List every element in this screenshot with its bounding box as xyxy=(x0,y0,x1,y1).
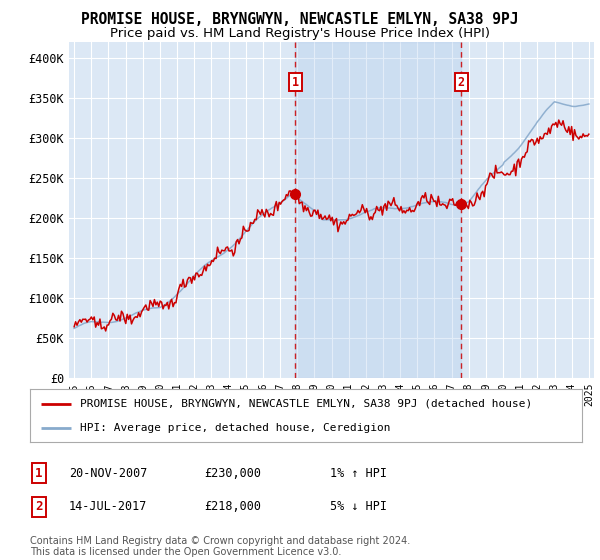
Text: 5% ↓ HPI: 5% ↓ HPI xyxy=(330,500,387,514)
Text: 2: 2 xyxy=(457,76,464,88)
Text: £230,000: £230,000 xyxy=(204,466,261,480)
Text: 20-NOV-2007: 20-NOV-2007 xyxy=(69,466,148,480)
Text: PROMISE HOUSE, BRYNGWYN, NEWCASTLE EMLYN, SA38 9PJ: PROMISE HOUSE, BRYNGWYN, NEWCASTLE EMLYN… xyxy=(81,12,519,27)
Text: 1% ↑ HPI: 1% ↑ HPI xyxy=(330,466,387,480)
Text: 1: 1 xyxy=(35,466,43,480)
Text: Contains HM Land Registry data © Crown copyright and database right 2024.
This d: Contains HM Land Registry data © Crown c… xyxy=(30,535,410,557)
Text: £218,000: £218,000 xyxy=(204,500,261,514)
Bar xyxy=(295,42,461,378)
Text: PROMISE HOUSE, BRYNGWYN, NEWCASTLE EMLYN, SA38 9PJ (detached house): PROMISE HOUSE, BRYNGWYN, NEWCASTLE EMLYN… xyxy=(80,399,532,409)
Text: 2: 2 xyxy=(35,500,43,514)
Text: Price paid vs. HM Land Registry's House Price Index (HPI): Price paid vs. HM Land Registry's House … xyxy=(110,27,490,40)
Text: HPI: Average price, detached house, Ceredigion: HPI: Average price, detached house, Cere… xyxy=(80,423,390,433)
Text: 1: 1 xyxy=(292,76,299,88)
Text: 14-JUL-2017: 14-JUL-2017 xyxy=(69,500,148,514)
